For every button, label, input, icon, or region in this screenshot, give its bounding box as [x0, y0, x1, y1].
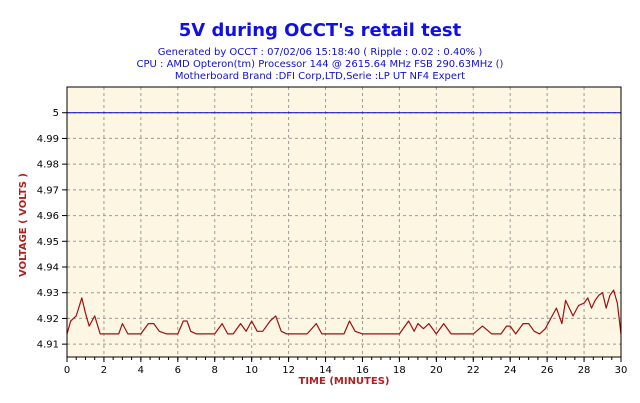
- x-tick-label: 12: [282, 365, 295, 376]
- y-tick-label: 4.91: [37, 340, 59, 351]
- y-tick-label: 4.97: [37, 185, 59, 196]
- x-tick-label: 14: [319, 365, 332, 376]
- x-tick-label: 18: [393, 365, 406, 376]
- x-tick-labels: 0 2 4 6 8 10 12 14 16 18 20 22 24 26 28 30: [64, 365, 628, 376]
- y-tick-label: 5: [53, 108, 59, 119]
- x-tick-label: 20: [430, 365, 443, 376]
- plot-area: [67, 87, 621, 357]
- subtitle-line-1: Generated by OCCT : 07/02/06 15:18:40 ( …: [158, 47, 483, 58]
- plot-border: [66, 86, 622, 358]
- chart-title: 5V during OCCT's retail test: [179, 20, 462, 41]
- x-tick-label: 26: [541, 365, 554, 376]
- y-tick-label: 4.94: [37, 263, 59, 274]
- y-tick-label: 4.95: [37, 237, 59, 248]
- y-tick-label: 4.92: [37, 314, 59, 325]
- grid-lines: [67, 87, 621, 357]
- y-tick-label: 4.96: [37, 211, 59, 222]
- subtitle-line-2: CPU : AMD Opteron(tm) Processor 144 @ 26…: [137, 59, 504, 70]
- x-tick-label: 30: [615, 365, 628, 376]
- x-tick-label: 16: [356, 365, 369, 376]
- x-axis-label: TIME (MINUTES): [299, 376, 390, 387]
- y-tick-label: 4.99: [37, 134, 59, 145]
- x-tick-label: 0: [64, 365, 70, 376]
- x-tick-label: 28: [578, 365, 591, 376]
- y-axis-label: VOLTAGE ( VOLTS ): [18, 173, 29, 277]
- y-tick-label: 4.98: [37, 160, 59, 171]
- series-line-0: [66, 289, 622, 335]
- x-tick-label: 2: [101, 365, 107, 376]
- x-tick-label: 24: [504, 365, 517, 376]
- x-tick-label: 6: [175, 365, 181, 376]
- y-tick-label: 4.93: [37, 288, 59, 299]
- series-group: [66, 289, 622, 335]
- x-tick-label: 10: [245, 365, 258, 376]
- x-tick-label: 22: [467, 365, 480, 376]
- y-tick-labels: 4.91 4.92 4.93 4.94 4.95 4.96 4.97 4.98 4.99 5: [37, 108, 59, 350]
- axes: [62, 86, 622, 362]
- x-tick-label: 4: [138, 365, 144, 376]
- x-tick-label: 8: [212, 365, 218, 376]
- subtitle-line-3: Motherboard Brand :DFI Corp,LTD,Serie :L…: [175, 71, 465, 82]
